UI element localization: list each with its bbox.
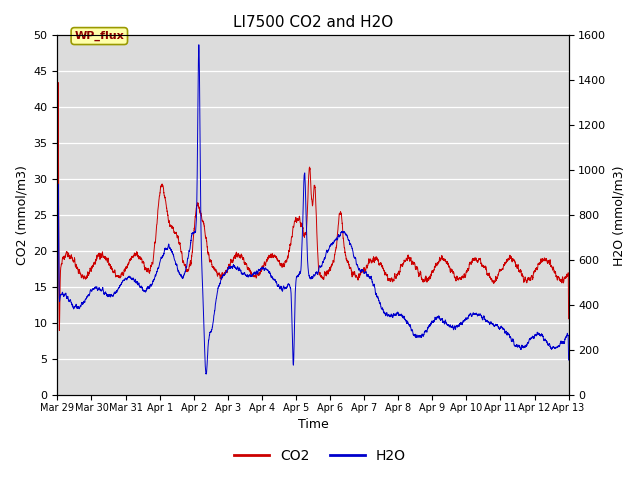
CO2 [56, 328, 63, 334]
Text: WP_flux: WP_flux [74, 31, 124, 41]
H2O [360, 270, 368, 276]
CO2 [54, 277, 61, 283]
Y-axis label: H2O (mmol/m3): H2O (mmol/m3) [612, 165, 625, 265]
H2O [195, 42, 203, 48]
H2O [147, 283, 154, 288]
Legend: CO2, H2O: CO2, H2O [228, 443, 412, 468]
CO2 [386, 278, 394, 284]
H2O [54, 331, 61, 337]
CO2 [564, 316, 572, 322]
CO2 [147, 265, 154, 271]
H2O [249, 271, 257, 277]
H2O [386, 314, 394, 320]
CO2 [249, 273, 257, 279]
H2O [202, 371, 210, 377]
Line: CO2: CO2 [58, 83, 568, 331]
CO2 [54, 80, 62, 85]
Title: LI7500 CO2 and H2O: LI7500 CO2 and H2O [233, 15, 393, 30]
Line: H2O: H2O [58, 45, 568, 374]
CO2 [474, 259, 482, 265]
CO2 [435, 259, 443, 265]
H2O [474, 312, 482, 318]
H2O [435, 314, 443, 320]
CO2 [360, 266, 368, 272]
X-axis label: Time: Time [298, 419, 328, 432]
H2O [564, 357, 572, 363]
Y-axis label: CO2 (mmol/m3): CO2 (mmol/m3) [15, 165, 28, 265]
